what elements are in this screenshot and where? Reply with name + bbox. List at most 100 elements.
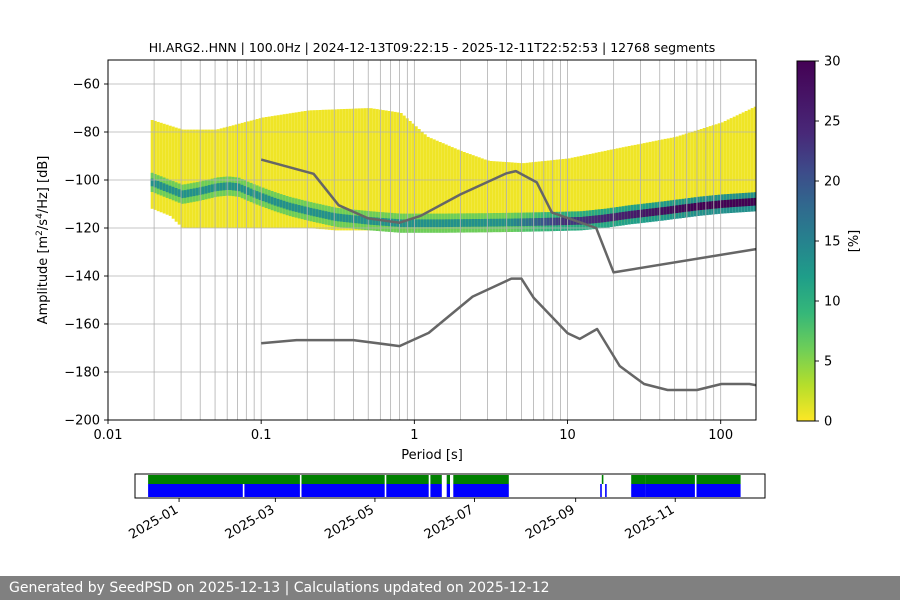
heatmap-spread <box>453 148 457 231</box>
heatmap-spread <box>729 118 733 208</box>
heatmap-spread <box>153 120 157 210</box>
heatmap-ridge <box>570 217 574 225</box>
heatmap-ridge <box>282 200 286 209</box>
heatmap-spread <box>303 111 307 228</box>
heatmap-spread <box>501 161 505 226</box>
availability-bar-green <box>301 475 385 484</box>
heatmap-ridge <box>447 219 451 227</box>
heatmap-spread <box>381 110 385 231</box>
heatmap-spread <box>348 108 352 231</box>
heatmap-spread <box>627 146 631 222</box>
heatmap-ridge <box>744 198 748 207</box>
heatmap-spread <box>675 136 679 217</box>
availability-bar-blue <box>153 484 243 497</box>
heatmap-spread <box>714 124 718 210</box>
heatmap-spread <box>681 134 685 216</box>
heatmap-ridge <box>435 219 439 228</box>
heatmap-spread <box>234 124 238 228</box>
timeline-tick-label: 2025-05 <box>322 502 377 542</box>
heatmap-ridge <box>612 213 616 221</box>
heatmap-spread <box>324 109 328 230</box>
heatmap-spread <box>201 129 205 228</box>
heatmap-ridge <box>480 219 484 227</box>
heatmap-ridge <box>696 202 700 211</box>
colorbar-label: [%] <box>847 230 862 253</box>
heatmap-spread <box>510 162 514 226</box>
heatmap-spread <box>189 129 193 228</box>
heatmap-spread <box>288 113 292 228</box>
heatmap-ridge <box>444 219 448 227</box>
heatmap-spread <box>444 144 448 231</box>
heatmap-ridge <box>648 208 652 217</box>
heatmap-spread <box>246 121 250 228</box>
heatmap-spread <box>618 147 622 223</box>
heatmap-spread <box>702 128 706 213</box>
heatmap-ridge <box>693 203 697 211</box>
availability-bar-blue <box>631 484 646 497</box>
heatmap-spread <box>306 110 310 228</box>
heatmap-ridge <box>180 190 184 199</box>
heatmap-ridge <box>309 207 313 216</box>
heatmap-ridge <box>675 205 679 213</box>
heatmap-spread <box>459 150 463 231</box>
heatmap-spread <box>186 129 190 228</box>
y-axis: −200 −180 −160 −140 −120 −100 −80 −60 <box>64 78 108 429</box>
heatmap-ridge <box>261 193 265 202</box>
heatmap-spread <box>192 129 196 228</box>
heatmap-spread <box>498 161 502 226</box>
y-tick-label: −200 <box>64 414 100 429</box>
heatmap-ridge <box>150 178 154 187</box>
heatmap-ridge <box>156 180 160 189</box>
heatmap-ridge <box>630 210 634 219</box>
heatmap-ridge <box>726 199 730 208</box>
timeline-tick-label: 2025-11 <box>623 502 678 542</box>
availability-bar-blue <box>446 484 450 497</box>
heatmap-ridge <box>291 203 295 212</box>
heatmap-spread <box>585 154 589 225</box>
timeline-tick-label: 2025-03 <box>223 502 278 542</box>
heatmap-ridge <box>240 184 244 193</box>
heatmap-ridge <box>489 218 493 227</box>
heatmap-spread <box>582 155 586 225</box>
y-axis-label: Amplitude [m2/s4/Hz] [dB] <box>35 156 51 325</box>
heatmap-ridge <box>300 205 304 214</box>
availability-bar-green <box>153 475 300 484</box>
heatmap-spread <box>369 108 373 231</box>
heatmap-ridge <box>516 218 520 227</box>
heatmap-spread <box>600 151 604 224</box>
heatmap-ridge <box>495 218 499 227</box>
heatmap-spread <box>393 111 397 231</box>
heatmap-ridge <box>363 216 367 225</box>
availability-bar-blue <box>600 484 602 497</box>
heatmap-ridge <box>267 195 271 204</box>
heatmap-ridge <box>204 185 208 194</box>
heatmap-ridge <box>168 185 172 194</box>
y-tick-label: −180 <box>64 366 100 381</box>
heatmap-ridge <box>594 215 598 224</box>
heatmap-spread <box>555 159 559 226</box>
availability-bar-green <box>446 475 450 484</box>
heatmap-spread <box>753 106 757 205</box>
heatmap-spread <box>249 120 253 228</box>
heatmap-spread <box>486 160 490 226</box>
heatmap-ridge <box>210 184 214 193</box>
heatmap-ridge <box>627 211 631 219</box>
heatmap-spread <box>258 118 262 228</box>
heatmap-spread <box>660 139 664 219</box>
noise-models <box>260 158 757 392</box>
heatmap-spread <box>516 162 520 226</box>
heatmap-spread <box>159 122 163 213</box>
heatmap-ridge <box>492 218 496 227</box>
heatmap-spread <box>207 129 211 228</box>
heatmap-spread <box>420 131 424 231</box>
heatmap-ridge <box>585 216 589 224</box>
heatmap-spread <box>495 161 499 226</box>
heatmap-ridge <box>720 200 724 208</box>
heatmap-spread <box>705 127 709 212</box>
heatmap-ridge <box>579 217 583 225</box>
heatmap-spread <box>438 142 442 231</box>
heatmap-ridge <box>543 217 547 226</box>
heatmap-ridge <box>705 201 709 210</box>
heatmap-spread <box>750 108 754 205</box>
heatmap-ridge <box>375 217 379 226</box>
